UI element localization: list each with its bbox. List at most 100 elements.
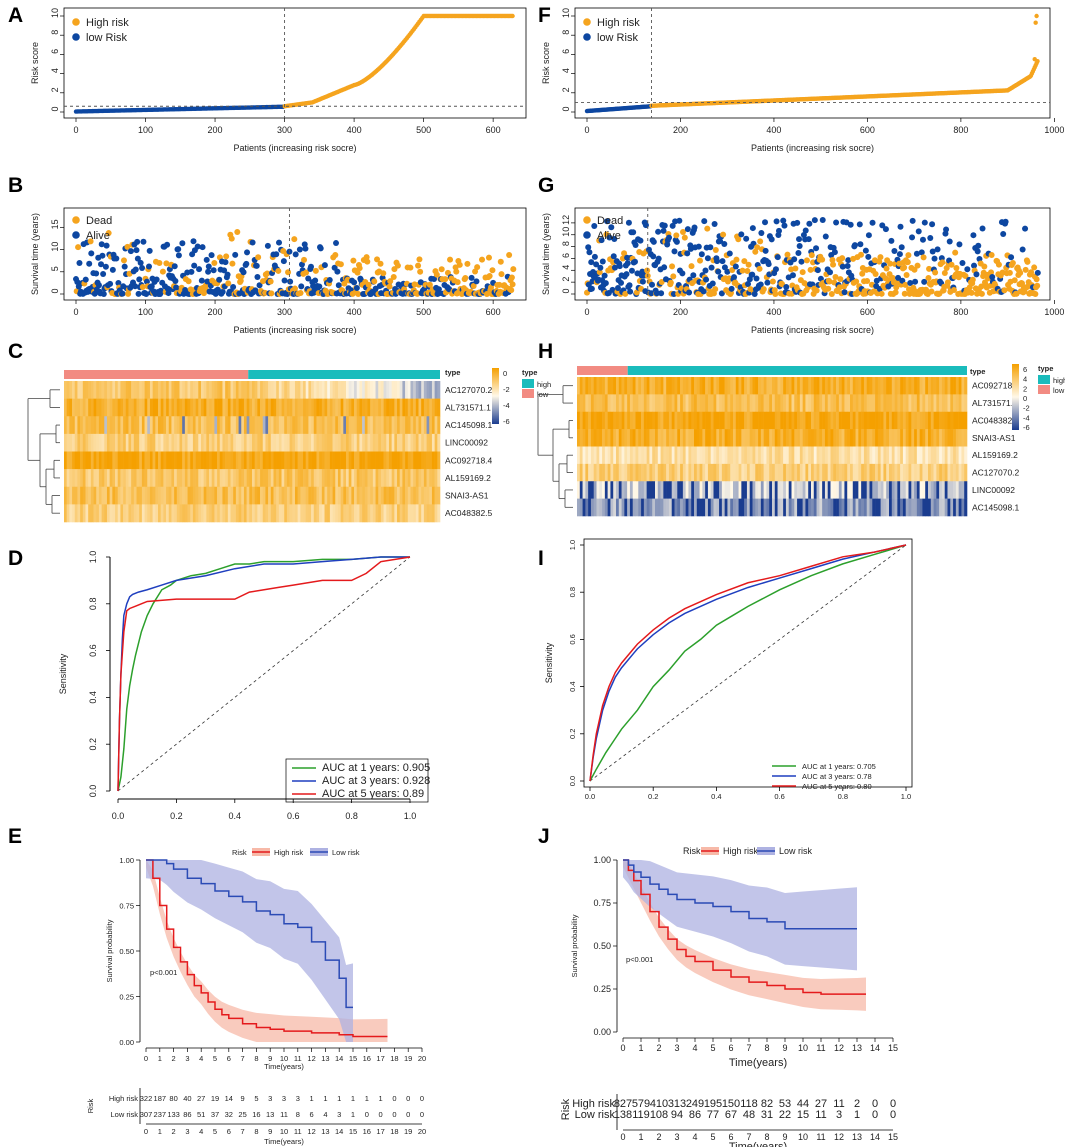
heatmap-cell [669,481,672,499]
heatmap-cell [255,469,258,487]
heatmap-cell [88,416,91,434]
data-point [746,262,752,268]
heatmap-cell [413,381,416,399]
heatmap-cell [209,469,212,487]
heatmap-cell [214,487,217,505]
heatmap-cell [950,394,953,412]
heatmap-cell [959,499,962,517]
heatmap-cell [794,394,797,412]
heatmap-cell [110,399,113,417]
heatmap-cell [306,416,309,434]
heatmap-cell [282,381,285,399]
heatmap-cell [367,469,370,487]
heatmap-cell [343,381,346,399]
heatmap-cell [252,469,255,487]
heatmap-cell [786,481,789,499]
heatmap-cell [153,452,156,470]
heatmap-cell [225,381,228,399]
heatmap-cell [647,377,650,395]
heatmap-cell [214,504,217,522]
heatmap-cell [644,499,647,517]
heatmap-cell [249,452,252,470]
heatmap-cell [190,452,193,470]
heatmap-cell [917,464,920,482]
type-legend-label-high: high [1053,376,1065,385]
heatmap-cell [577,464,580,482]
heatmap-cell [104,469,107,487]
heatmap-cell [99,487,102,505]
heatmap-cell [357,416,360,434]
data-point [99,253,105,259]
table-cell: 37 [211,1110,219,1119]
heatmap-cell [789,377,792,395]
heatmap-cell [80,504,83,522]
heatmap-cell [945,394,948,412]
heatmap-cell [864,447,867,465]
data-point [508,287,514,293]
heatmap-cell [145,469,148,487]
heatmap-cell [179,504,182,522]
data-point [630,229,636,235]
heatmap-cell [675,481,678,499]
heatmap-cell [102,416,105,434]
heatmap-cell [803,377,806,395]
heatmap-cell [755,481,758,499]
heatmap-cell [150,381,153,399]
heatmap-cell [102,487,105,505]
heatmap-cell [255,399,258,417]
heatmap-cell [605,499,608,517]
data-point [96,282,102,288]
heatmap-cell [335,381,338,399]
heatmap-cell [613,481,616,499]
heatmap-cell [727,412,730,430]
heatmap-cell [322,504,325,522]
heatmap-cell [298,504,301,522]
heatmap-cell [287,381,290,399]
data-point [916,228,922,234]
heatmap-cell [376,469,379,487]
heatmap-cell [432,504,435,522]
heatmap-cell [265,434,268,452]
heatmap-cell [252,487,255,505]
heatmap-cell [311,381,314,399]
heatmap-cell [641,412,644,430]
heatmap-cell [950,429,953,447]
legend-marker-low [583,33,591,41]
heatmap-cell [753,412,756,430]
heatmap-cell [271,469,274,487]
heatmap-cell [753,394,756,412]
heatmap-cell [641,499,644,517]
heatmap-cell [85,504,88,522]
heatmap-cell [370,399,373,417]
heatmap-cell [616,499,619,517]
legend-label: AUC at 5 years: 0.80 [802,782,872,791]
heatmap-cell [376,399,379,417]
heatmap-cell [741,447,744,465]
heatmap-cell [290,452,293,470]
heatmap-cell [945,447,948,465]
heatmap-cell [677,464,680,482]
heatmap-cell [333,416,336,434]
heatmap-cell [655,412,658,430]
heatmap-cell [155,504,158,522]
heatmap-cell [161,416,164,434]
table-x-tick-label: 18 [390,1127,398,1136]
color-scale-label: -4 [503,401,510,410]
heatmap-cell [814,499,817,517]
heatmap-cell [736,447,739,465]
heatmap-cell [155,452,158,470]
heatmap-cell [583,499,586,517]
data-point [1034,276,1040,282]
heatmap-cell [131,399,134,417]
heatmap-cell [333,504,336,522]
heatmap-cell [805,499,808,517]
heatmap-cell [435,504,438,522]
heatmap-cell [338,416,341,434]
heatmap-cell [747,499,750,517]
heatmap-cell [198,399,201,417]
heatmap-cell [627,412,630,430]
heatmap-cell [271,416,274,434]
heatmap-cell [236,504,239,522]
heatmap-cell [188,416,191,434]
heatmap-cell [663,412,666,430]
